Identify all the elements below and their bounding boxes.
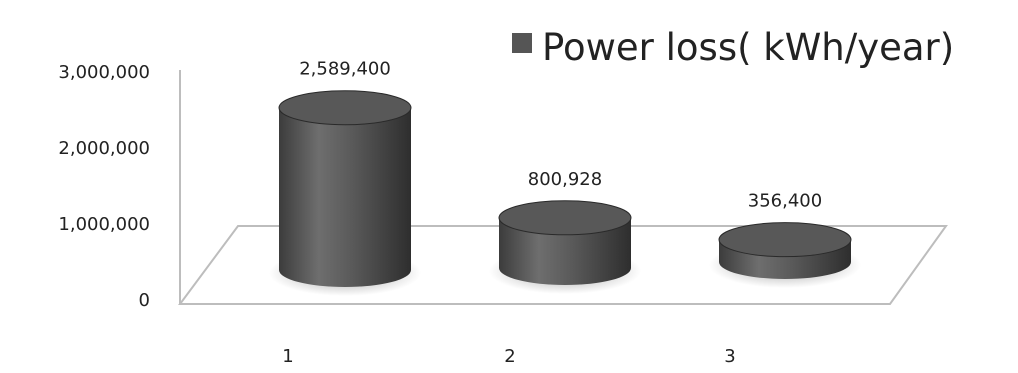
bar-top — [718, 222, 852, 258]
y-tick-label: 3,000,000 — [58, 62, 150, 83]
bar: 800,928 — [489, 169, 641, 294]
bar: 356,400 — [709, 191, 861, 288]
y-tick-label: 1,000,000 — [58, 214, 150, 235]
x-category-label: 1 — [282, 346, 293, 367]
plot-floor — [178, 70, 948, 305]
bar: 2,589,400 — [269, 59, 421, 296]
y-tick-label: 2,000,000 — [58, 138, 150, 159]
data-label: 356,400 — [748, 191, 822, 212]
x-category-label: 2 — [504, 346, 515, 367]
bars: 2,589,400 800,928 356,400 — [269, 59, 861, 296]
y-tick-label: 0 — [139, 290, 150, 311]
bar-body — [499, 217, 631, 285]
x-category-label: 3 — [724, 346, 735, 367]
legend-swatch — [512, 33, 532, 53]
legend: Power loss( kWh/year) — [512, 26, 954, 69]
bar-body — [279, 107, 411, 288]
y-axis-ticks: 0 1,000,000 2,000,000 3,000,000 — [58, 62, 150, 311]
data-label: 2,589,400 — [299, 59, 391, 80]
bar-top — [278, 90, 412, 126]
data-label: 800,928 — [528, 169, 602, 190]
legend-label: Power loss( kWh/year) — [542, 26, 954, 69]
x-axis-categories: 1 2 3 — [282, 346, 735, 367]
bar-top — [498, 200, 632, 236]
